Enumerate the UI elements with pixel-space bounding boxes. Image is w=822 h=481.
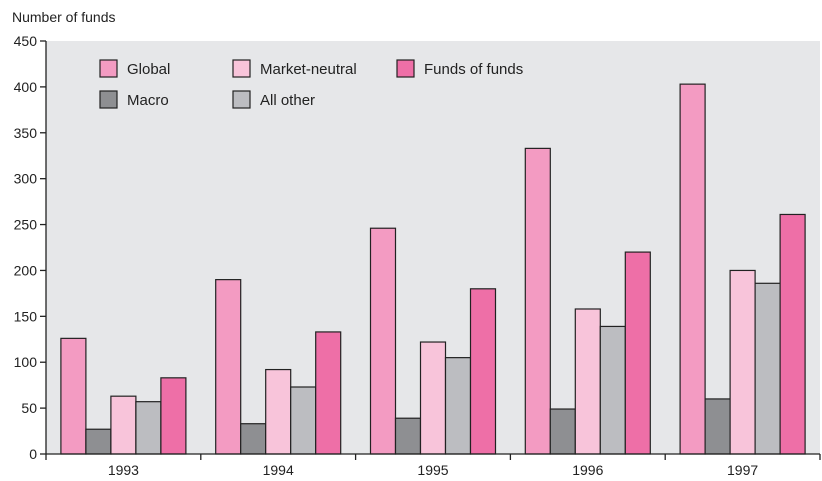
y-tick-label-0: 0: [29, 446, 37, 462]
x-tick-label-1995: 1995: [417, 462, 448, 478]
bar-funds-of-funds-1997: [779, 213, 806, 455]
bar-global-1993: [60, 337, 87, 455]
bar-market-neutral-1995: [419, 341, 447, 455]
x-axis: 1993 1994 1995 1996 1997: [45, 453, 821, 478]
y-tick-label-50: 50: [21, 400, 37, 416]
legend-swatch-all-other: [232, 90, 251, 109]
bar-all-other-1994: [290, 386, 317, 455]
y-tick-label-300: 300: [14, 171, 38, 187]
legend-label-global: Global: [127, 61, 170, 78]
bars: [60, 83, 806, 455]
bar-macro-1995: [394, 417, 422, 455]
legend-swatch-global: [99, 59, 118, 78]
legend-label-all-other: All other: [260, 92, 315, 109]
x-tick-label-1994: 1994: [263, 462, 294, 478]
bar-macro-1993: [85, 428, 112, 455]
y-tick-label-400: 400: [14, 79, 38, 95]
bar-market-neutral-1997: [729, 269, 756, 455]
y-tick-label-250: 250: [14, 217, 38, 233]
bar-all-other-1995: [444, 357, 472, 455]
bar-funds-of-funds-1995: [469, 288, 497, 455]
bar-macro-1996: [549, 408, 576, 455]
legend-swatch-macro: [99, 90, 118, 109]
x-tick-label-1993: 1993: [108, 462, 139, 478]
y-tick-label-450: 450: [14, 33, 38, 49]
bar-global-1997: [679, 83, 706, 455]
y-tick-label-100: 100: [14, 354, 38, 370]
bar-macro-1997: [704, 398, 731, 455]
legend-label-macro: Macro: [127, 92, 169, 109]
x-tick-label-1997: 1997: [727, 462, 758, 478]
legend-label-funds-of-funds: Funds of funds: [424, 61, 523, 78]
bar-all-other-1996: [599, 325, 626, 455]
bar-global-1996: [524, 147, 551, 455]
bar-market-neutral-1996: [574, 308, 601, 455]
bar-global-1994: [215, 279, 242, 455]
bar-market-neutral-1993: [110, 395, 137, 455]
bar-macro-1994: [240, 423, 267, 455]
bar-market-neutral-1994: [265, 368, 292, 455]
bar-all-other-1993: [135, 401, 162, 455]
legend-swatch-market-neutral: [232, 59, 251, 78]
y-axis-title: Number of funds: [12, 9, 116, 25]
bar-funds-of-funds-1994: [315, 331, 342, 455]
bar-all-other-1997: [754, 282, 781, 455]
y-tick-label-350: 350: [14, 125, 38, 141]
x-tick-label-1996: 1996: [572, 462, 603, 478]
legend-swatch-funds-of-funds: [396, 59, 415, 78]
legend-label-market-neutral: Market-neutral: [260, 61, 357, 78]
y-tick-label-200: 200: [14, 262, 38, 278]
bar-funds-of-funds-1993: [160, 377, 187, 455]
y-axis: 0 50 100 150 200 250 300 350 400 450: [14, 33, 47, 462]
bar-global-1995: [369, 227, 397, 455]
y-tick-label-150: 150: [14, 308, 38, 324]
legend: Global Market-neutral Funds of funds Macro A…: [99, 59, 523, 109]
bar-funds-of-funds-1996: [624, 251, 651, 455]
